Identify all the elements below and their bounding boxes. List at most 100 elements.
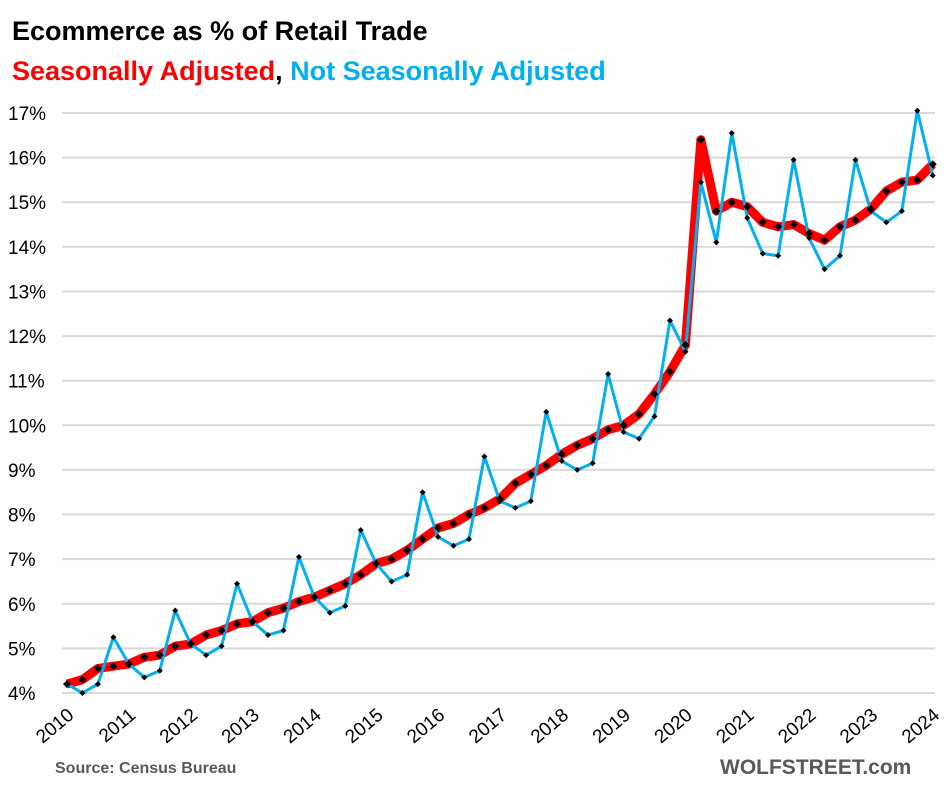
nsa-data-point	[156, 667, 163, 674]
nsa-data-point	[295, 553, 302, 560]
sa-data-point	[356, 570, 365, 579]
nsa-data-point	[404, 571, 411, 578]
sa-data-point	[140, 653, 149, 662]
sa-data-point	[758, 218, 767, 227]
sa-data-point	[341, 579, 350, 588]
nsa-data-point	[821, 266, 828, 273]
y-tick-label: 13%	[8, 282, 46, 303]
y-tick-label: 7%	[8, 550, 36, 571]
nsa-data-point	[636, 435, 643, 442]
nsa-data-point	[775, 252, 782, 259]
nsa-data-point	[357, 527, 364, 534]
sa-data-point	[93, 664, 102, 673]
sa-data-point	[743, 202, 752, 211]
nsa-data-point	[605, 371, 612, 377]
nsa-data-point	[388, 578, 395, 585]
y-tick-label: 11%	[8, 372, 45, 393]
sa-data-point	[619, 421, 628, 430]
sa-data-point	[294, 597, 303, 606]
sa-data-point	[681, 341, 690, 349]
chart-subtitle: Seasonally Adjusted, Not Seasonally Adju…	[12, 56, 606, 87]
nsa-data-point	[141, 674, 148, 681]
sa-data-point	[480, 503, 489, 512]
legend-seasonally-adjusted: Seasonally Adjusted	[12, 56, 276, 86]
nsa-data-point	[883, 219, 890, 226]
sa-data-point	[464, 510, 473, 519]
sa-data-point	[588, 434, 597, 443]
sa-data-point	[325, 586, 334, 595]
sa-data-point	[727, 198, 736, 207]
nsa-data-point	[110, 634, 117, 641]
sa-data-point	[928, 160, 937, 169]
y-tick-label: 16%	[8, 149, 46, 170]
nsa-data-point	[465, 536, 472, 543]
sa-data-point	[217, 626, 226, 635]
y-tick-label: 4%	[8, 684, 36, 705]
watermark: WOLFSTREET.com	[720, 756, 912, 779]
sa-data-point	[171, 642, 180, 651]
sa-data-point	[387, 555, 396, 564]
x-tick-label: 2011	[95, 705, 140, 747]
nsa-data-point	[172, 607, 179, 614]
nsa-data-point	[929, 172, 936, 179]
nsa-data-point	[914, 107, 921, 114]
nsa-data-point	[620, 429, 627, 435]
sa-data-point	[403, 546, 412, 555]
sa-data-point	[542, 461, 551, 470]
nsa-data-point	[759, 250, 766, 257]
x-tick-label: 2015	[342, 705, 388, 748]
seasonally-adjusted-line	[65, 135, 936, 689]
nsa-data-point	[867, 208, 874, 215]
y-tick-label: 6%	[8, 595, 36, 616]
nsa-data-point	[898, 208, 905, 215]
nsa-data-point	[651, 413, 658, 420]
nsa-data-point	[728, 130, 735, 137]
sa-data-point	[155, 651, 164, 660]
nsa-data-point	[125, 661, 132, 667]
y-tick-label: 5%	[8, 639, 36, 660]
sa-data-point	[635, 410, 644, 419]
legend-separator: ,	[275, 56, 283, 86]
nsa-data-point	[234, 580, 241, 587]
sa-data-point	[882, 187, 891, 196]
sa-data-point	[279, 604, 288, 613]
x-tick-label: 2022	[774, 705, 820, 748]
y-tick-label: 14%	[8, 238, 46, 259]
nsa-data-point	[373, 560, 380, 567]
x-tick-label: 2014	[280, 704, 326, 748]
sa-data-point	[202, 631, 211, 639]
nsa-data-point	[713, 239, 720, 246]
sa-data-point	[109, 662, 118, 671]
nsa-data-point	[744, 214, 751, 221]
y-tick-label: 9%	[8, 461, 36, 482]
sa-data-point	[805, 229, 814, 238]
sa-data-point	[836, 222, 844, 231]
nsa-data-point	[64, 681, 70, 688]
nsa-data-point	[435, 533, 442, 540]
sa-data-point	[696, 135, 705, 144]
sa-data-point	[573, 441, 582, 450]
y-tick-label: 12%	[8, 327, 46, 348]
x-tick-label: 2020	[651, 705, 697, 748]
x-tick-label: 2012	[156, 705, 202, 748]
x-tick-label: 2018	[527, 705, 573, 748]
nsa-data-point	[852, 156, 859, 163]
y-tick-label: 17%	[8, 104, 46, 125]
sa-data-point	[650, 390, 659, 399]
nsa-data-point	[806, 234, 813, 241]
nsa-data-point	[249, 618, 256, 625]
x-tick-label: 2013	[218, 705, 264, 748]
legend-not-seasonally-adjusted: Not Seasonally Adjusted	[290, 56, 606, 86]
nsa-data-point	[697, 179, 704, 186]
sa-data-point	[526, 470, 535, 479]
x-tick-label: 2017	[465, 705, 511, 748]
x-tick-label: 2019	[589, 705, 635, 748]
x-tick-label: 2023	[836, 705, 882, 748]
nsa-data-point	[326, 609, 333, 616]
nsa-data-point	[450, 542, 457, 549]
sa-data-point	[434, 523, 443, 532]
nsa-data-point	[666, 317, 673, 324]
sa-data-point	[774, 222, 783, 231]
sa-data-point	[604, 425, 613, 434]
